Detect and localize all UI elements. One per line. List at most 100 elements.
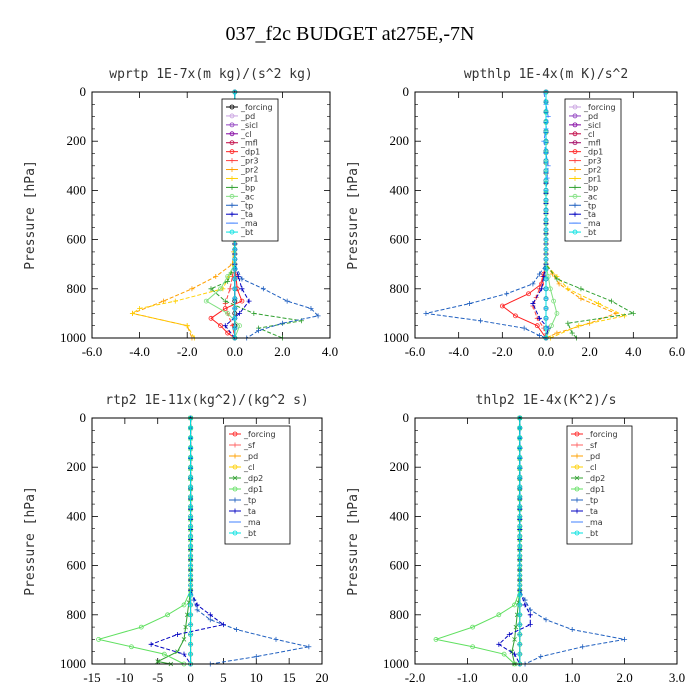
series-group <box>433 415 628 667</box>
data-point <box>517 435 523 441</box>
data-point <box>160 298 166 304</box>
data-point <box>517 582 523 588</box>
panel-title: rtp2 1E-11x(kg^2)/(kg^2 s) <box>105 393 309 408</box>
data-point <box>576 323 582 329</box>
x-tick-label: 1.0 <box>564 670 580 685</box>
data-point <box>207 612 213 618</box>
data-point <box>232 325 238 331</box>
data-point <box>501 651 507 657</box>
data-point <box>218 323 223 329</box>
legend-marker <box>232 464 238 470</box>
legend-marker <box>574 486 580 492</box>
y-tick-label: 1000 <box>383 330 409 345</box>
data-point <box>256 328 262 334</box>
data-point <box>129 644 134 650</box>
data-point <box>536 271 542 277</box>
legend-entry: _tp <box>585 496 598 505</box>
x-tick-label: -15 <box>83 670 100 685</box>
data-point <box>232 286 238 292</box>
data-point <box>543 158 549 164</box>
data-point <box>539 281 545 287</box>
x-tick-label: -5 <box>152 670 163 685</box>
y-tick-label: 0 <box>80 84 87 99</box>
plot-frame <box>91 91 331 339</box>
data-point <box>188 474 193 480</box>
data-point <box>551 298 557 304</box>
legend-box <box>224 425 291 545</box>
legend-entry: _pd <box>585 452 600 461</box>
legend-entry: _forcing <box>583 103 616 112</box>
data-point <box>517 651 523 657</box>
legend-marker <box>572 149 578 155</box>
data-point <box>188 543 193 549</box>
data-point <box>506 631 512 637</box>
data-point <box>569 627 575 633</box>
legend-marker <box>572 211 578 217</box>
legend-marker <box>229 175 235 181</box>
legend-entry: _bp <box>583 183 598 192</box>
data-point <box>232 276 238 282</box>
data-point <box>155 659 160 664</box>
data-point <box>517 641 523 647</box>
legend-marker <box>574 530 580 536</box>
data-point <box>423 310 429 316</box>
y-tick-label: 1000 <box>60 656 86 671</box>
data-point <box>543 617 549 623</box>
legend-entry: _mfl <box>240 139 258 148</box>
data-point <box>569 330 575 336</box>
plot-frame <box>414 91 678 339</box>
data-point <box>543 306 549 311</box>
x-tick-label: 6.0 <box>669 344 685 359</box>
data-point <box>188 641 193 647</box>
data-point <box>208 286 214 292</box>
legend-marker <box>229 122 235 128</box>
legend-entry: _forcing <box>243 430 276 439</box>
data-point <box>534 323 540 329</box>
data-point <box>554 310 560 316</box>
data-point <box>543 187 549 193</box>
data-point <box>260 286 266 292</box>
plot-frame <box>91 417 323 665</box>
data-point <box>232 296 238 302</box>
data-point <box>239 276 245 282</box>
legend-marker <box>232 497 238 503</box>
data-point <box>225 310 231 316</box>
data-point <box>622 313 628 319</box>
x-tick-label: 2.0 <box>616 670 632 685</box>
panel-title: wprtp 1E-7x(m kg)/(s^2 kg) <box>109 67 313 82</box>
legend: _forcing_pd_sicl_cl_mfl_dp1_pr3_pr2_pr1_… <box>221 98 279 242</box>
panel-title: thlp2 1E-4x(K^2)/s <box>476 393 617 408</box>
data-point <box>239 286 245 292</box>
series-line-dp1 <box>210 92 243 339</box>
legend-entry: _sf <box>243 441 255 450</box>
legend-entry: _tp <box>583 201 596 210</box>
legend-marker <box>572 104 578 110</box>
x-tick-label: -6.0 <box>82 344 103 359</box>
data-point <box>188 484 193 490</box>
data-point <box>138 624 144 630</box>
legend-entry: _tp <box>240 201 253 210</box>
data-point <box>595 301 601 307</box>
legend-marker <box>572 202 578 208</box>
data-point <box>630 310 636 316</box>
legend-entry: _pr2 <box>583 166 601 175</box>
data-point <box>181 637 187 642</box>
legend-entry: _pr3 <box>583 157 601 166</box>
y-axis-label: Pressure [hPa] <box>23 160 38 270</box>
series-line-dp1 <box>501 92 547 339</box>
data-point <box>225 278 231 284</box>
legend-entry: _dp2 <box>243 474 263 483</box>
data-point <box>580 644 586 650</box>
data-point <box>512 651 518 657</box>
data-point <box>527 607 533 613</box>
data-point <box>232 306 238 311</box>
x-tick-label: 0.0 <box>227 344 243 359</box>
data-point <box>306 644 312 650</box>
legend-entry: _bp <box>240 183 255 192</box>
data-point <box>172 298 178 304</box>
data-point <box>517 592 523 598</box>
legend-entry: _pr1 <box>583 174 601 183</box>
x-tick-label: 2.0 <box>582 344 598 359</box>
y-tick-label: 800 <box>390 607 410 622</box>
